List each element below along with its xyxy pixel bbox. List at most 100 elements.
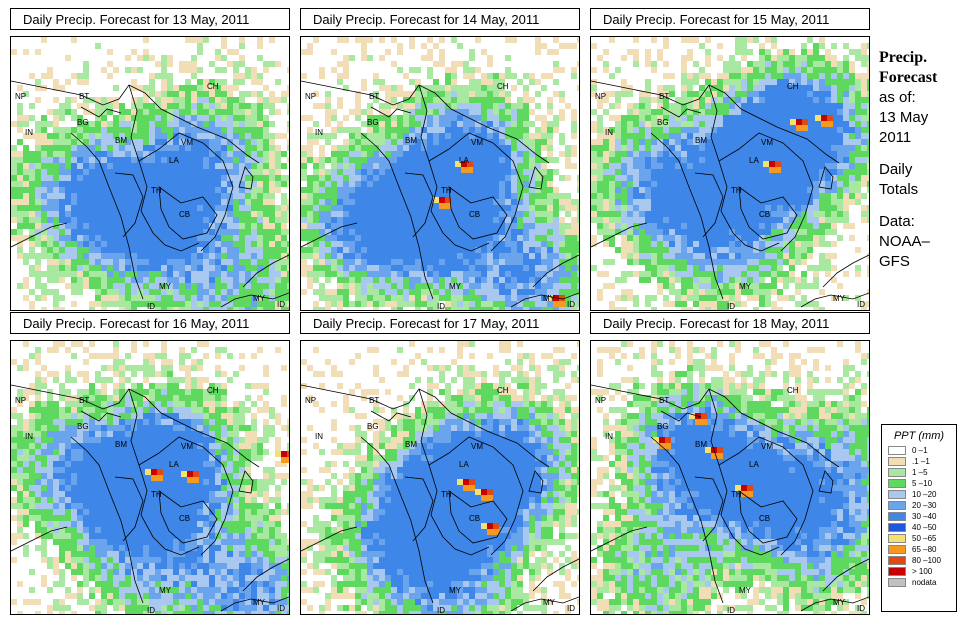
border-line <box>404 476 434 542</box>
source-line1: Data: <box>879 213 915 230</box>
info-sidebar: Precip. Forecast as of: 13 May 2011 Dail… <box>879 48 963 272</box>
legend-label: 1 –5 <box>912 468 928 477</box>
precip-map: NP BT BG IN CH BM VM LA TH CB MY ID MY ID <box>300 340 580 615</box>
legend-item: 10 –20 <box>888 489 956 500</box>
legend-swatch <box>888 457 906 466</box>
country-label: TH <box>441 186 452 195</box>
country-label: LA <box>749 156 759 165</box>
asof-label: as of: <box>879 89 916 106</box>
forecast-panel-day5: Daily Precip. Forecast for 17 May, 2011 … <box>300 312 580 615</box>
country-label: CB <box>759 210 770 219</box>
border-line <box>660 106 702 118</box>
country-label: CH <box>207 386 219 395</box>
border-line <box>138 160 200 252</box>
border-line <box>718 160 780 252</box>
border-line <box>114 172 144 238</box>
country-label: CH <box>787 386 799 395</box>
country-label: NP <box>15 396 26 405</box>
country-label: BM <box>405 136 417 145</box>
border-line <box>70 132 144 300</box>
border-line <box>822 558 869 592</box>
legend-item: 30 –40 <box>888 511 956 522</box>
legend-swatch <box>888 490 906 499</box>
border-line <box>800 596 869 612</box>
country-label: BT <box>79 92 89 101</box>
border-line <box>650 436 724 604</box>
country-label: MY <box>159 282 172 291</box>
legend-swatch <box>888 468 906 477</box>
country-label: CB <box>179 210 190 219</box>
country-label: CB <box>179 514 190 523</box>
country-label: CB <box>469 210 480 219</box>
border-line <box>220 596 289 612</box>
country-label: NP <box>305 92 316 101</box>
country-label: MY <box>253 598 266 607</box>
source-line3: GFS <box>879 253 910 270</box>
border-line <box>591 222 648 248</box>
border-line <box>532 254 579 288</box>
panel-title: Daily Precip. Forecast for 14 May, 2011 <box>300 8 580 30</box>
country-label: MY <box>543 598 556 607</box>
country-label: BT <box>659 396 669 405</box>
legend-label: 65 –80 <box>912 545 937 554</box>
country-label: NP <box>595 92 606 101</box>
legend-swatch <box>888 556 906 565</box>
country-label: MY <box>739 586 752 595</box>
country-label: IN <box>25 128 33 137</box>
border-line <box>11 526 68 552</box>
country-label: BG <box>657 118 669 127</box>
legend-swatch <box>888 545 906 554</box>
country-label: BT <box>369 92 379 101</box>
country-label: BM <box>405 440 417 449</box>
border-line <box>510 596 579 612</box>
legend-item: 20 –30 <box>888 500 956 511</box>
country-label: VM <box>761 138 773 147</box>
border-line <box>738 490 798 544</box>
legend-item: 0 –1 <box>888 445 956 456</box>
border-line <box>301 384 550 468</box>
legend-item: 40 –50 <box>888 522 956 533</box>
forecast-panel-day6: Daily Precip. Forecast for 18 May, 2011 … <box>590 312 870 615</box>
legend-label: 80 –100 <box>912 556 941 565</box>
country-label: ID <box>277 604 285 613</box>
panel-title: Daily Precip. Forecast for 13 May, 2011 <box>10 8 290 30</box>
legend-label: 30 –40 <box>912 512 937 521</box>
country-label: BM <box>115 440 127 449</box>
country-label: MY <box>739 282 752 291</box>
legend-label: 40 –50 <box>912 523 937 532</box>
country-label: LA <box>749 460 759 469</box>
country-label: ID <box>437 606 445 614</box>
border-line <box>370 106 412 118</box>
border-line <box>591 80 840 164</box>
legend-swatch <box>888 523 906 532</box>
country-label: BM <box>115 136 127 145</box>
border-line <box>360 132 434 300</box>
country-label: MY <box>833 598 846 607</box>
precip-map: NP BT BG IN CH BM VM LA TH CB MY ID MY ID <box>10 36 290 311</box>
border-line <box>138 464 200 556</box>
heading-line1: Precip. <box>879 49 928 66</box>
country-label: MY <box>449 282 462 291</box>
border-line <box>718 464 780 556</box>
legend-label: 50 –65 <box>912 534 937 543</box>
country-label: TH <box>731 490 742 499</box>
border-line <box>238 470 254 494</box>
border-line <box>128 388 234 556</box>
country-label: BG <box>367 422 379 431</box>
border-line <box>370 410 412 422</box>
border-line <box>220 292 289 308</box>
legend-swatch <box>888 501 906 510</box>
country-label: ID <box>147 302 155 310</box>
legend-label: .1 –1 <box>912 457 930 466</box>
forecast-panel-day2: Daily Precip. Forecast for 14 May, 2011 … <box>300 8 580 311</box>
border-line <box>114 476 144 542</box>
legend-label: > 100 <box>912 567 933 576</box>
country-label: VM <box>181 138 193 147</box>
border-line <box>708 388 814 556</box>
forecast-panel-day4: Daily Precip. Forecast for 16 May, 2011 … <box>10 312 290 615</box>
border-line <box>80 106 122 118</box>
country-label: ID <box>567 604 575 613</box>
legend-item: 1 –5 <box>888 467 956 478</box>
